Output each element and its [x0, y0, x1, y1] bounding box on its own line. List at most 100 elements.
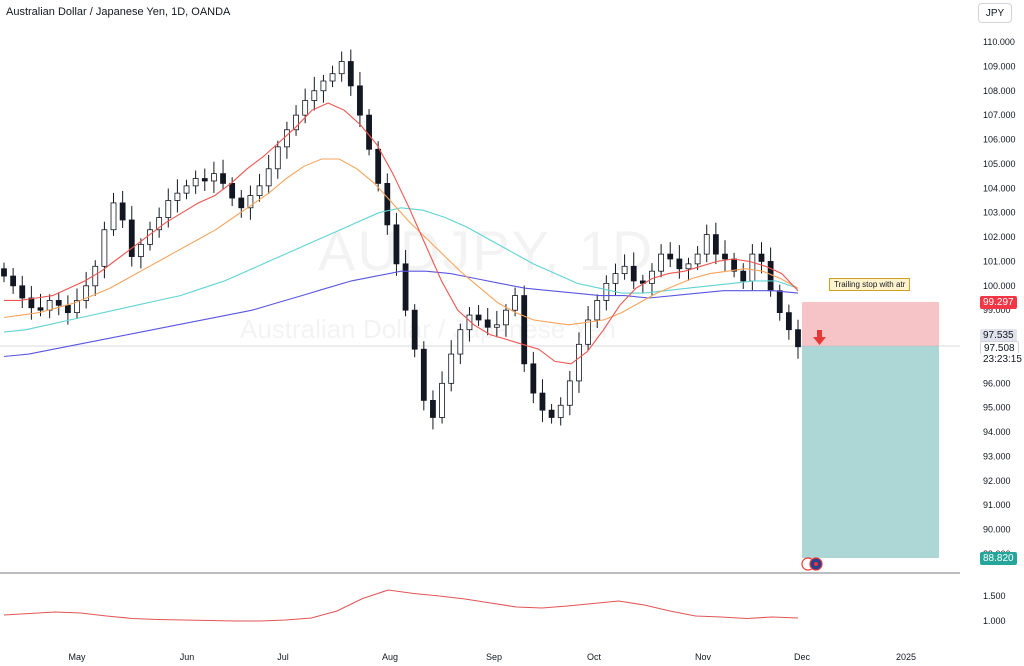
candle-body: [457, 329, 464, 355]
candle-body: [439, 382, 445, 418]
candle-body: [521, 295, 528, 365]
candle-body: [448, 353, 455, 384]
ema-orange-line: [3, 158, 799, 326]
candle-body: [128, 219, 135, 257]
candle-body: [402, 263, 409, 311]
candle-body: [229, 183, 236, 199]
candle-body: [694, 253, 701, 265]
candle-body: [183, 185, 190, 194]
chart-title: Australian Dollar / Japanese Yen, 1D, OA…: [6, 6, 231, 18]
candle-body: [10, 275, 17, 287]
candle-body: [384, 183, 391, 226]
currency-button[interactable]: JPY: [978, 3, 1012, 23]
candle-body: [137, 243, 144, 257]
sell-arrow-icon: [813, 330, 826, 345]
time-axis-label: Dec: [794, 652, 811, 662]
take-profit-zone[interactable]: [802, 346, 939, 558]
candle-body: [630, 265, 637, 282]
candle-body: [101, 229, 108, 267]
time-axis-label: Jun: [180, 652, 195, 662]
candle-body: [293, 114, 299, 131]
candle-body: [393, 224, 400, 265]
candle-body: [475, 314, 482, 321]
price-tick-label: 96.000: [983, 378, 1011, 388]
price-tick-label: 93.000: [983, 451, 1011, 461]
candle-body: [274, 146, 281, 170]
time-axis-label: 2025: [896, 652, 916, 662]
time-axis-label: May: [68, 652, 86, 662]
candle-body: [667, 253, 674, 260]
candle-body: [557, 404, 564, 418]
candle-body: [767, 261, 774, 292]
price-tick-label: 109.000: [983, 61, 1016, 71]
candle-body: [539, 392, 546, 411]
price-tick-label: 105.000: [983, 159, 1016, 169]
candle-body: [420, 348, 427, 401]
candle-body: [795, 329, 801, 348]
candle-body: [201, 178, 208, 182]
price-tick-label: 92.000: [983, 476, 1011, 486]
price-tick-label: 101.000: [983, 256, 1016, 266]
candle-body: [46, 300, 53, 311]
candle-body: [712, 234, 719, 255]
candle-body: [74, 300, 80, 314]
candle-body: [1, 268, 7, 277]
candle-body: [156, 217, 163, 231]
candle-body: [658, 253, 665, 272]
candle-body: [37, 307, 44, 311]
candle-body: [174, 192, 181, 201]
time-axis-label: Nov: [695, 652, 712, 662]
candle-body: [256, 185, 263, 197]
candle-body: [329, 73, 336, 82]
event-flags-icon[interactable]: [801, 557, 823, 571]
candle-body: [357, 85, 363, 116]
candle-body: [19, 285, 26, 299]
candle-body: [311, 90, 318, 101]
ema-blue-line: [3, 270, 799, 358]
candle-body: [649, 270, 655, 284]
candle-body: [28, 297, 35, 309]
time-axis-label: Jul: [277, 652, 289, 662]
stop-loss-zone[interactable]: [802, 302, 939, 346]
candle-body: [731, 258, 738, 272]
target-price-tag: 88.820: [980, 552, 1017, 565]
price-tick-label: 104.000: [983, 183, 1016, 193]
candle-body: [676, 258, 683, 270]
trailing-stop-label[interactable]: Trailing stop with atr: [829, 278, 911, 291]
price-tick-label: 106.000: [983, 135, 1016, 145]
candle-body: [603, 282, 610, 301]
bar-countdown: 23:23:15: [980, 353, 1024, 366]
candle-body: [302, 100, 309, 116]
candle-body: [55, 300, 62, 306]
candle-body: [594, 300, 601, 321]
current-price-tag: 97.535: [980, 329, 1017, 342]
price-tick-label: 110.000: [983, 37, 1015, 47]
time-axis-label: Oct: [587, 652, 602, 662]
indicator-tick-label: 1.000: [983, 616, 1006, 626]
candle-body: [566, 380, 573, 406]
candle-body: [119, 202, 126, 221]
candle-body: [430, 399, 436, 418]
ema-cyan-line: [3, 207, 799, 333]
price-tick-label: 90.000: [983, 525, 1011, 535]
indicator-line: [3, 589, 799, 622]
candle-body: [238, 197, 245, 209]
price-tick-label: 91.000: [983, 500, 1011, 510]
candle-body: [347, 61, 354, 87]
candle-body: [703, 234, 710, 255]
stop-price-tag: 99.297: [980, 296, 1017, 309]
candle-body: [375, 148, 382, 184]
candle-body: [338, 61, 345, 75]
candle-body: [83, 285, 90, 301]
candle-body: [621, 265, 628, 275]
candle-body: [220, 173, 226, 184]
price-tick-label: 94.000: [983, 427, 1011, 437]
candle-body: [548, 409, 555, 418]
candle-body: [284, 129, 290, 148]
time-axis-label: Aug: [382, 652, 398, 662]
price-tick-label: 100.000: [983, 281, 1016, 291]
ema-red-line: [4, 102, 799, 365]
price-tick-label: 95.000: [983, 403, 1011, 413]
candle-body: [366, 114, 372, 150]
